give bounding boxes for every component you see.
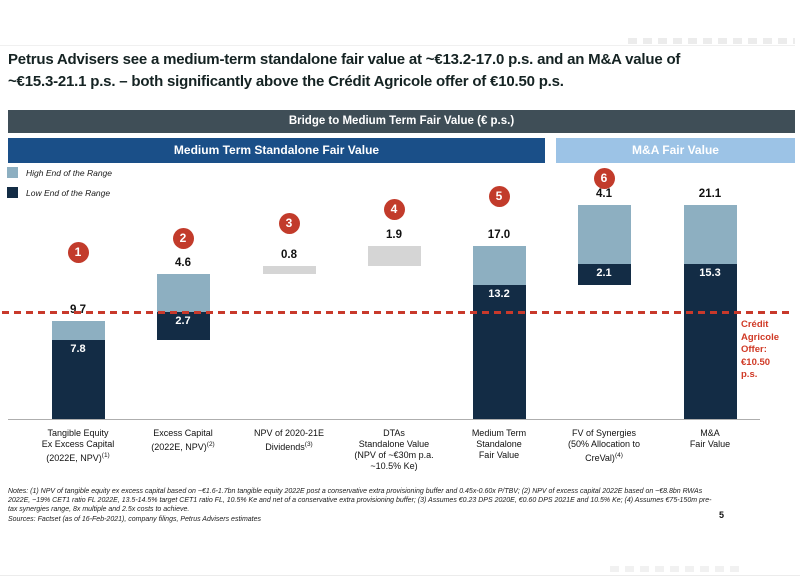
faded-logo-watermark-bottom [610,566,740,572]
bar-segment-light [472,246,526,285]
axis-category-label: M&A Fair Value [655,428,765,450]
footnote-line: Sources: Factset (as of 16-Feb-2021), co… [8,515,262,523]
legend-swatch-high-icon [7,167,18,178]
axis-label-line: Ex Excess Capital [41,439,115,449]
bar-value-label: 13.2 [488,288,510,301]
footnote-line: 2022E, ~19% CET1 ratio FL 2022E, 13.5-14… [8,497,712,505]
title-line-2: ~€15.3-21.1 p.s. – both significantly ab… [8,73,564,90]
footnote-line: tax synergies range, 8x multiple and 2.5… [8,506,190,514]
axis-label-line: Fair Value [478,450,520,460]
axis-label-line: Excess Capital [153,428,213,438]
axis-label-line: (2022E, NPV)(2) [151,441,215,452]
bar-total-label: 17.0 [487,229,511,242]
chart-legend: High End of the Range Low End of the Ran… [7,167,112,207]
step-badge-4: 4 [383,198,405,220]
offer-callout-line: Crédit [741,319,769,330]
axis-category-label: Tangible Equity Ex Excess Capital (2022E, … [23,428,133,464]
axis-label-line: (2022E, NPV)(1) [46,452,110,463]
footnotes: Notes: (1) NPV of tangible equity ex exc… [8,487,780,524]
axis-label-line: M&A [700,428,720,438]
footnote-ref: (4) [614,452,623,459]
x-axis-line [8,419,760,420]
axis-label-line: ~10.5% Ke) [370,461,418,471]
axis-label-line: Standalone [476,439,522,449]
axis-category-label: FV of Synergies (50% Allocation to CreVal)… [549,428,659,464]
bar-segment-dark: 7.8 [51,339,105,419]
axis-label-line: (50% Allocation to [567,439,641,449]
bar-value-label: 7.8 [70,342,86,355]
axis-label-line: Medium Term [471,428,527,438]
axis-category-label: Medium Term Standalone Fair Value [444,428,554,461]
bar-segment-gray [367,246,421,266]
step-badge-5: 5 [488,185,510,207]
axis-label-line: Standalone Value [358,439,430,449]
bar-value-label: 2.1 [596,266,612,279]
bar-value-label: 15.3 [699,266,721,279]
step-badge-6: 6 [593,167,615,189]
bar-total-label: 21.1 [698,187,722,200]
offer-callout-line: Agricole [741,331,780,343]
bar-segment-light [683,204,737,264]
offer-callout-line: Offer: [741,344,767,355]
step-badge-2: 2 [172,227,194,249]
footnote-ref: (3) [304,441,313,448]
footnote-ref: (2) [206,441,215,448]
bar-total-label: 1.9 [386,229,402,242]
title-line-1: Petrus Advisers see a medium-term standa… [8,51,681,68]
bar-total-label: 4.6 [175,256,191,269]
page-title: Petrus Advisers see a medium-term standa… [8,49,796,93]
axis-label-line: FV of Synergies [571,428,637,438]
axis-label-line: CreVal)(4) [585,452,623,463]
bar-total-label: 0.8 [281,248,297,261]
top-divider [0,45,795,46]
bar-segment-dark: 2.7 [156,312,210,340]
bar-segment-dark: 13.2 [472,285,526,419]
axis-label-line: (NPV of ~€30m p.a. [354,450,434,460]
offer-callout-line: p.s. [741,369,758,380]
bar-segment-gray [262,265,316,274]
bar-segment-dark: 2.1 [577,263,631,286]
bar-value-label: 2.7 [175,315,191,328]
axis-category-label: NPV of 2020-21E Dividends(3) [234,428,344,453]
bar-total-label: 4.1 [596,187,612,200]
legend-item-high-end: High End of the Range [7,167,112,178]
axis-label-line: Tangible Equity [47,428,109,438]
banner-bridge-to-fair-value: Bridge to Medium Term Fair Value (€ p.s.… [8,110,795,133]
step-badge-1: 1 [67,241,89,263]
axis-label-line: DTAs [383,428,405,438]
axis-label-line: Fair Value [689,439,731,449]
step-badge-3: 3 [278,212,300,234]
page-number: 5 [718,510,724,520]
legend-label-high: High End of the Range [26,167,113,178]
axis-category-label: DTAs Standalone Value (NPV of ~€30m p.a. ~1… [339,428,449,472]
footnote-ref: (1) [101,452,110,459]
axis-label-line: Dividends(3) [265,441,313,452]
legend-swatch-low-icon [7,187,18,198]
offer-dashed-line [2,311,790,315]
bar-segment-light [156,273,210,313]
bar-segment-light [51,320,105,340]
legend-item-low-end: Low End of the Range [7,187,112,198]
axis-category-label: Excess Capital (2022E, NPV)(2) [128,428,238,453]
axis-label-line: NPV of 2020-21E [253,428,325,438]
banner-standalone-fair-value: Medium Term Standalone Fair Value [8,138,545,163]
bar-segment-light [577,204,631,264]
offer-callout-line: €10.50 [741,356,771,368]
banner-mna-fair-value: M&A Fair Value [556,138,795,163]
faded-logo-watermark [628,38,795,44]
bar-segment-dark: 15.3 [683,263,737,419]
footnote-line: Notes: (1) NPV of tangible equity ex exc… [8,488,703,495]
legend-label-low: Low End of the Range [26,187,111,198]
credit-agricole-offer-callout: Crédit Agricole Offer: €10.50 p.s. [741,319,799,382]
